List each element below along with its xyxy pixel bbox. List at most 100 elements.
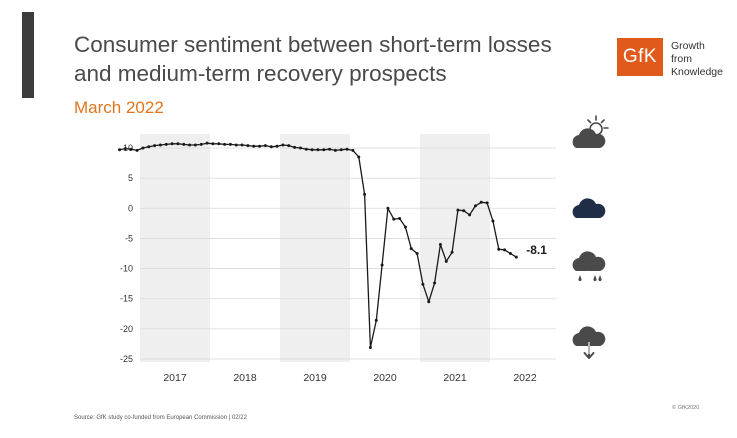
data-point [211, 142, 215, 146]
data-point [433, 281, 437, 285]
data-point [363, 192, 367, 196]
data-point [415, 252, 419, 255]
data-point [129, 147, 133, 151]
tagline-line-1: Growth [671, 40, 705, 52]
data-point [263, 144, 267, 148]
data-point [380, 263, 384, 267]
data-point [345, 147, 349, 151]
data-point [182, 142, 186, 146]
data-point [316, 148, 320, 152]
data-point [223, 142, 227, 146]
x-tick-label: 2018 [233, 372, 257, 384]
y-tick-label: -15 [120, 294, 133, 304]
data-point [462, 209, 466, 213]
cloud-down-arrow-icon [572, 326, 606, 359]
data-point [310, 148, 314, 152]
data-point [281, 143, 285, 147]
tagline-line-2: from [671, 53, 692, 65]
data-point [450, 250, 454, 254]
rain-lightning-cloud-icon [572, 251, 606, 285]
sun-behind-cloud-icon [572, 115, 609, 148]
data-point [135, 148, 139, 152]
x-tick-label: 2019 [303, 372, 327, 384]
end-value-label: -8.1 [526, 243, 547, 257]
data-point [392, 217, 396, 221]
source-note: Source: GfK study co-funded from Europea… [74, 415, 247, 421]
data-point [147, 145, 151, 149]
data-point [228, 142, 232, 146]
data-point [514, 255, 518, 259]
data-point [252, 144, 256, 148]
logo-tagline: Growth from Knowledge [671, 40, 723, 79]
shaded-band-2017 [140, 134, 210, 362]
data-point [158, 143, 162, 147]
cloud-icon [572, 198, 606, 218]
y-tick-label: -10 [120, 264, 133, 274]
y-tick-label: -5 [125, 233, 133, 243]
y-tick-label: 10 [123, 143, 133, 153]
data-point [333, 148, 337, 152]
data-point [322, 148, 326, 152]
shaded-band-2019 [280, 134, 350, 362]
data-point [118, 148, 122, 152]
data-point [304, 147, 308, 151]
page-subtitle: March 2022 [74, 98, 164, 117]
data-point [246, 144, 250, 148]
data-point [491, 219, 495, 223]
data-point [164, 142, 168, 146]
data-point [176, 142, 180, 146]
data-point [269, 145, 273, 149]
data-point [357, 155, 361, 159]
shaded-band-2021 [420, 134, 490, 362]
data-point [444, 259, 448, 263]
data-point [351, 148, 355, 152]
data-point [193, 143, 197, 147]
accent-bar [22, 12, 34, 98]
y-tick-label: -25 [120, 354, 133, 364]
data-point [287, 144, 291, 148]
data-point [485, 201, 489, 205]
data-point [339, 148, 343, 152]
gfk-logo: GfK [617, 38, 663, 76]
data-point [275, 144, 279, 148]
tagline-line-3: Knowledge [671, 66, 723, 78]
data-point [205, 141, 209, 145]
data-point [170, 142, 174, 146]
data-point [386, 206, 390, 210]
data-point [293, 145, 297, 149]
data-point [427, 300, 431, 304]
data-point [421, 282, 425, 286]
data-point [199, 142, 203, 146]
data-point [438, 242, 442, 246]
data-point [403, 225, 407, 229]
y-tick-label: 0 [128, 203, 133, 213]
data-point [298, 146, 302, 150]
data-point [497, 247, 501, 251]
x-tick-label: 2020 [373, 372, 397, 384]
title-line-2: and medium-term recovery prospects [74, 61, 447, 86]
data-point [398, 217, 402, 221]
data-point [409, 247, 413, 251]
y-tick-label: 5 [128, 173, 133, 183]
data-point [153, 144, 157, 148]
data-point [258, 144, 262, 148]
data-point [123, 147, 127, 151]
data-point [141, 146, 145, 150]
y-tick-label: -20 [120, 324, 133, 334]
data-point [503, 248, 507, 252]
data-point [508, 252, 512, 255]
x-tick-label: 2017 [163, 372, 187, 384]
data-point [468, 213, 472, 217]
data-point [234, 143, 238, 147]
data-point [374, 318, 378, 322]
data-point [328, 147, 332, 151]
copyright-note: © GfK2020 [672, 405, 700, 411]
page-title: Consumer sentiment between short-term lo… [74, 30, 614, 88]
data-point [473, 204, 477, 208]
data-point [188, 143, 192, 147]
x-tick-label: 2022 [513, 372, 537, 384]
x-tick-label: 2021 [443, 372, 467, 384]
data-point [217, 142, 221, 146]
data-point [368, 346, 372, 350]
